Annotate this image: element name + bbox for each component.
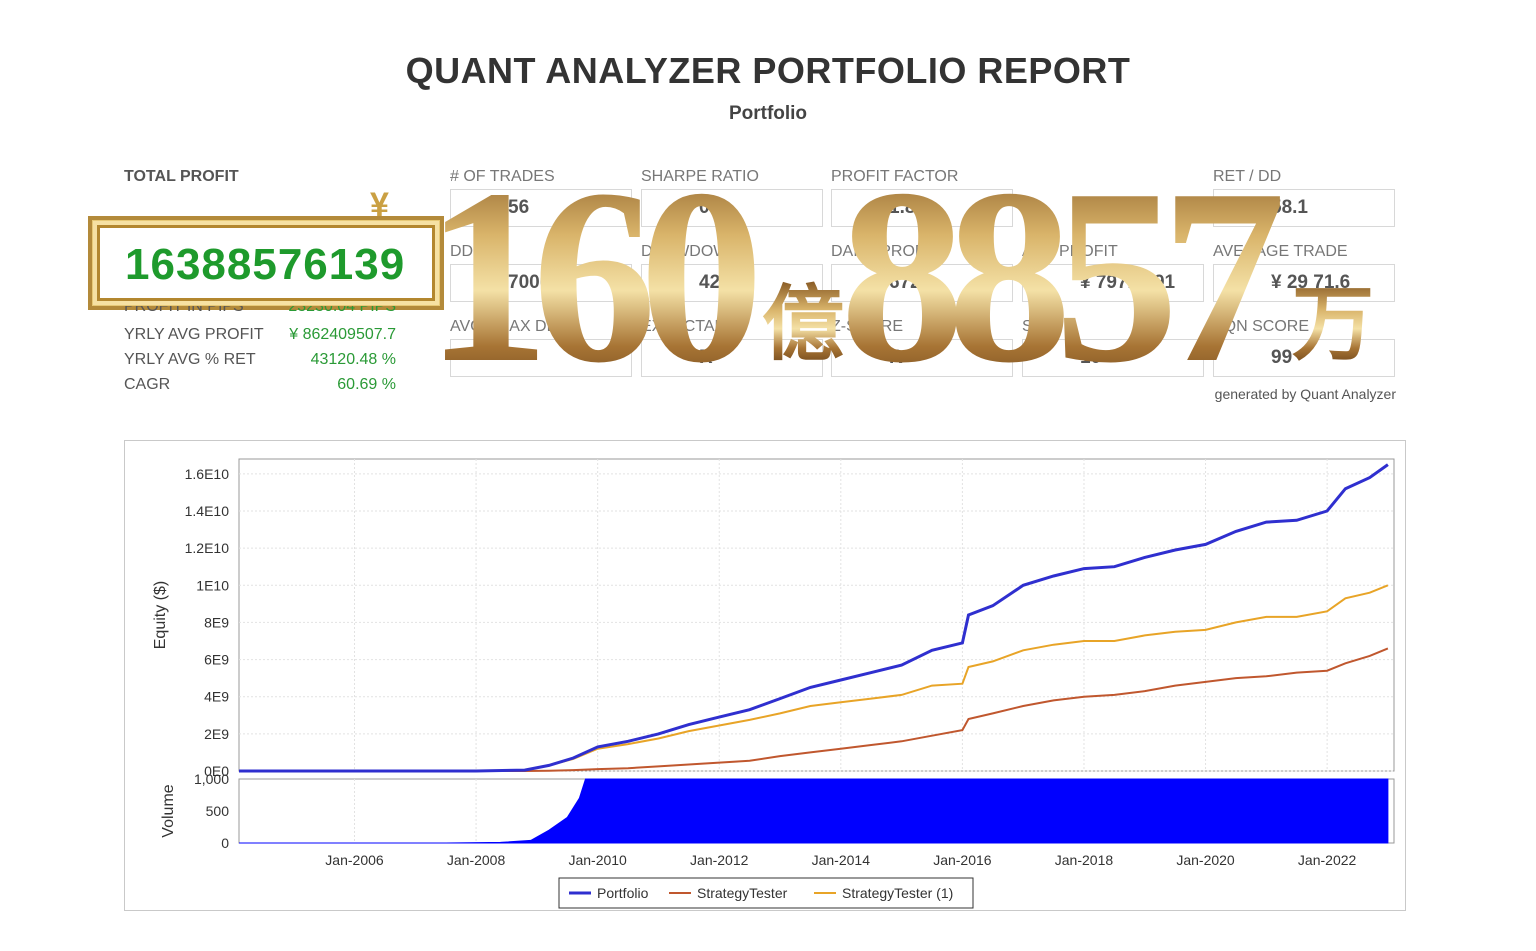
legend-label: StrategyTester [697, 885, 788, 901]
metric-value: 99 [1271, 347, 1293, 368]
metric-label: PROFIT FACTOR [831, 168, 959, 185]
profit-in-pips-row: PROFIT IN PIPS 23230.04 PIPS [124, 306, 396, 318]
x-tick-label: Jan-2022 [1298, 852, 1357, 868]
metric-label: DD [450, 243, 474, 260]
y-tick-label: 1.2E10 [185, 540, 230, 556]
x-tick-label: Jan-2014 [812, 852, 871, 868]
volume-tick-label: 0 [221, 835, 229, 851]
metric-label: DRAWDOWN [641, 243, 740, 260]
metric-box [1213, 189, 1395, 227]
equity-chart-frame: 0E0 2E9 4E9 6E9 8E9 1E10 1.2E10 1.4E10 1.6E10 Jan… [124, 440, 1406, 911]
total-profit-frame [88, 216, 444, 310]
metric-value: ¥ 79719.91 [1080, 272, 1176, 293]
volume-tick-label: 500 [206, 803, 230, 819]
metric-label: AVG PROFIT [1022, 243, 1118, 260]
volume-axis-label: Volume [160, 784, 177, 837]
metric-value: 1.86 [889, 197, 926, 218]
y-axis-label: Equity ($) [152, 581, 169, 649]
equity-plot-area [238, 458, 1395, 772]
y-tick-label: 1.6E10 [185, 466, 230, 482]
metric-label: Z-SCORE [831, 318, 903, 335]
metric-box [831, 339, 1013, 377]
stat-label: YRLY AVG % RET [124, 351, 256, 368]
metric-box [641, 189, 823, 227]
x-tick-label: Jan-2018 [1055, 852, 1114, 868]
metric-label: SQN SCORE [1213, 318, 1310, 335]
metric-value: 70000 [508, 272, 561, 293]
metric-value: 42.54 [699, 272, 747, 293]
metric-box [641, 264, 823, 302]
metric-value: ¥ 29 71.6 [1271, 272, 1351, 293]
currency-symbol: ¥ [370, 186, 389, 224]
metric-box [450, 339, 632, 377]
total-profit-value: 16388576139 [125, 240, 406, 289]
stat-value: 60.69 % [337, 376, 396, 393]
stat-label: CAGR [124, 376, 171, 393]
metric-label: EXPECTANCY [641, 318, 749, 335]
y-tick-label: 0E0 [204, 763, 229, 779]
total-profit-label: TOTAL PROFIT [124, 168, 239, 185]
x-tick-label: Jan-2012 [690, 852, 749, 868]
legend-box [558, 877, 974, 909]
metric-box [450, 189, 632, 227]
x-tick-label: Jan-2016 [933, 852, 992, 868]
x-tick-label: Jan-2010 [568, 852, 627, 868]
stat-value: ¥ 862409507.7 [289, 326, 396, 343]
metric-label: DAILY PROFIT [831, 243, 939, 260]
y-tick-label: 1.4E10 [185, 503, 230, 519]
equity-chart: 0E0 2E9 4E9 6E9 8E9 1E10 1.2E10 1.4E10 1.6E10 Jan… [152, 458, 1395, 909]
legend-label: Portfolio [597, 885, 649, 901]
metric-box [1022, 264, 1204, 302]
y-tick-label: 8E9 [204, 614, 229, 630]
metric-box [1022, 339, 1204, 377]
metric-value: R [699, 347, 713, 368]
stat-value: 43120.48 % [310, 351, 396, 368]
pips-label: PROFIT IN PIPS [124, 306, 244, 315]
pips-value: 23230.04 PIPS [288, 306, 396, 315]
metric-value: 56 [508, 197, 530, 218]
metric-label: SHARPE RATIO [641, 168, 759, 185]
stat-label: YRLY AVG PROFIT [124, 326, 264, 343]
report-subtitle: Portfolio [728, 103, 808, 124]
y-tick-label: 4E9 [204, 689, 229, 705]
x-tick-label: Jan-2020 [1176, 852, 1235, 868]
metric-box [1213, 339, 1395, 377]
metric-label: # OF TRADES [450, 168, 555, 185]
metric-box [831, 264, 1013, 302]
metric-value: 6720 [889, 272, 932, 293]
report-title: QUANT ANALYZER PORTFOLIO REPORT [405, 50, 1131, 91]
metric-label: AVERAGE TRADE [1213, 243, 1348, 260]
legend-label: StrategyTester (1) [842, 885, 953, 901]
metric-label: RET / DD [1213, 168, 1282, 185]
x-tick-label: Jan-2008 [447, 852, 506, 868]
x-tick-label: Jan-2006 [325, 852, 384, 868]
metric-box [1213, 264, 1395, 302]
metric-value: 10 [1080, 347, 1102, 368]
metric-label: SQN [1022, 318, 1057, 335]
metric-box [831, 189, 1013, 227]
metric-value: R [889, 347, 903, 368]
metric-value: 0. [699, 197, 715, 218]
volume-tick-label: 1,000 [194, 771, 229, 787]
series-line-portfolio [239, 463, 1389, 773]
metric-box [641, 339, 823, 377]
y-tick-label: 6E9 [204, 652, 229, 668]
y-tick-label: 1E10 [196, 577, 229, 593]
series-line-strategytester [239, 647, 1389, 772]
generated-by-note: generated by Quant Analyzer [1214, 386, 1396, 402]
y-tick-label: 2E9 [204, 726, 229, 742]
metric-box [450, 264, 632, 302]
metric-label: AVG / MAX DD [450, 318, 559, 335]
volume-area [239, 778, 1389, 844]
metric-value: 58.1 [1271, 197, 1308, 218]
